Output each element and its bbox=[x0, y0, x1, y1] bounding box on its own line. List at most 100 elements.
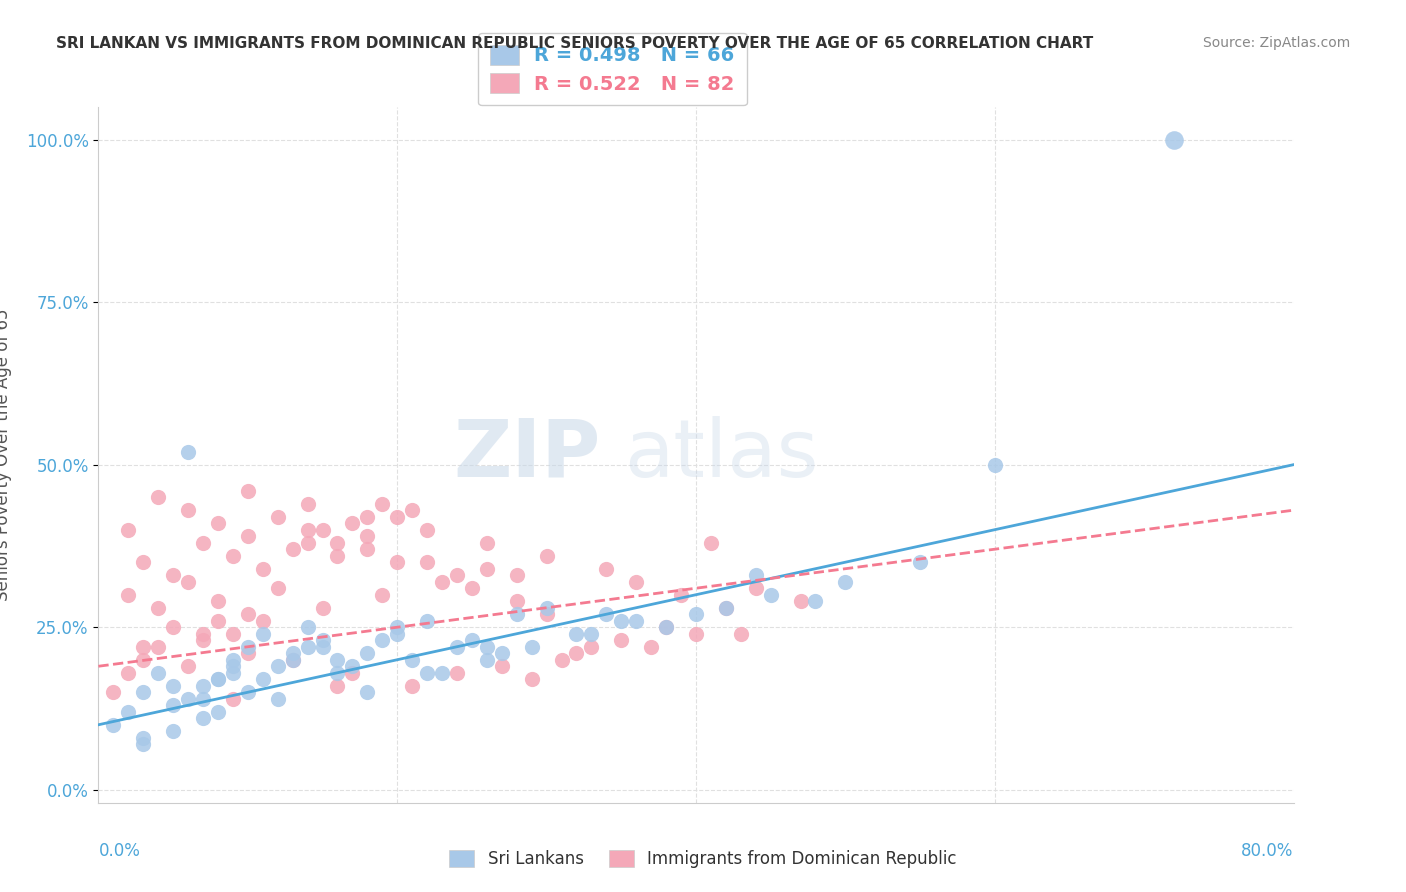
Point bbox=[326, 535, 349, 549]
Point bbox=[745, 581, 768, 595]
Point bbox=[356, 509, 378, 524]
Point bbox=[326, 549, 349, 563]
Point bbox=[311, 640, 333, 654]
Point bbox=[207, 594, 229, 608]
Point bbox=[297, 523, 319, 537]
Point bbox=[148, 490, 170, 504]
Point bbox=[207, 672, 229, 686]
Point bbox=[536, 600, 558, 615]
Point bbox=[446, 640, 468, 654]
Point bbox=[624, 574, 647, 589]
Point bbox=[311, 523, 333, 537]
Point bbox=[342, 516, 364, 531]
Point bbox=[191, 679, 214, 693]
Point bbox=[506, 594, 529, 608]
Point bbox=[730, 626, 752, 640]
Point bbox=[222, 549, 245, 563]
Point bbox=[430, 665, 453, 680]
Point bbox=[191, 691, 214, 706]
Point bbox=[416, 523, 439, 537]
Point bbox=[356, 529, 378, 543]
Point bbox=[281, 653, 304, 667]
Point bbox=[117, 523, 139, 537]
Point bbox=[491, 646, 513, 660]
Point bbox=[595, 562, 617, 576]
Point bbox=[191, 535, 214, 549]
Point bbox=[236, 685, 259, 699]
Point bbox=[252, 614, 274, 628]
Point bbox=[475, 562, 498, 576]
Point bbox=[117, 665, 139, 680]
Text: atlas: atlas bbox=[624, 416, 818, 494]
Point bbox=[685, 607, 707, 622]
Point bbox=[1163, 132, 1185, 146]
Point bbox=[236, 646, 259, 660]
Point bbox=[252, 672, 274, 686]
Point bbox=[297, 620, 319, 634]
Legend: R = 0.498   N = 66, R = 0.522   N = 82: R = 0.498 N = 66, R = 0.522 N = 82 bbox=[478, 33, 747, 105]
Point bbox=[252, 626, 274, 640]
Point bbox=[714, 600, 737, 615]
Text: 80.0%: 80.0% bbox=[1241, 842, 1294, 860]
Point bbox=[655, 620, 678, 634]
Point bbox=[132, 640, 155, 654]
Point bbox=[714, 600, 737, 615]
Point bbox=[685, 626, 707, 640]
Point bbox=[267, 659, 290, 673]
Point bbox=[475, 653, 498, 667]
Point bbox=[177, 444, 200, 458]
Point bbox=[983, 458, 1005, 472]
Point bbox=[132, 555, 155, 569]
Point bbox=[506, 568, 529, 582]
Point bbox=[297, 497, 319, 511]
Point bbox=[236, 607, 259, 622]
Point bbox=[252, 562, 274, 576]
Point bbox=[610, 614, 633, 628]
Point bbox=[177, 659, 200, 673]
Point bbox=[520, 672, 543, 686]
Text: SRI LANKAN VS IMMIGRANTS FROM DOMINICAN REPUBLIC SENIORS POVERTY OVER THE AGE OF: SRI LANKAN VS IMMIGRANTS FROM DOMINICAN … bbox=[56, 36, 1094, 51]
Point bbox=[356, 646, 378, 660]
Point bbox=[385, 620, 409, 634]
Point bbox=[475, 535, 498, 549]
Point bbox=[222, 626, 245, 640]
Point bbox=[177, 691, 200, 706]
Text: Source: ZipAtlas.com: Source: ZipAtlas.com bbox=[1202, 36, 1350, 50]
Y-axis label: Seniors Poverty Over the Age of 65: Seniors Poverty Over the Age of 65 bbox=[0, 309, 11, 601]
Point bbox=[207, 516, 229, 531]
Point bbox=[162, 620, 184, 634]
Point bbox=[385, 555, 409, 569]
Point bbox=[132, 685, 155, 699]
Point bbox=[162, 724, 184, 739]
Point bbox=[595, 607, 617, 622]
Point bbox=[103, 718, 125, 732]
Point bbox=[550, 653, 572, 667]
Point bbox=[371, 588, 394, 602]
Point bbox=[446, 665, 468, 680]
Point bbox=[191, 626, 214, 640]
Point bbox=[297, 640, 319, 654]
Point bbox=[371, 497, 394, 511]
Point bbox=[222, 665, 245, 680]
Point bbox=[475, 640, 498, 654]
Point bbox=[267, 509, 290, 524]
Point bbox=[536, 549, 558, 563]
Point bbox=[342, 665, 364, 680]
Point bbox=[461, 581, 484, 595]
Point bbox=[506, 607, 529, 622]
Point bbox=[311, 633, 333, 648]
Point bbox=[162, 568, 184, 582]
Point bbox=[177, 503, 200, 517]
Point bbox=[565, 646, 588, 660]
Point bbox=[640, 640, 662, 654]
Point bbox=[117, 588, 139, 602]
Point bbox=[177, 574, 200, 589]
Point bbox=[162, 698, 184, 713]
Point bbox=[207, 614, 229, 628]
Point bbox=[610, 633, 633, 648]
Point bbox=[401, 653, 423, 667]
Point bbox=[342, 659, 364, 673]
Point bbox=[117, 705, 139, 719]
Point bbox=[281, 653, 304, 667]
Point bbox=[356, 685, 378, 699]
